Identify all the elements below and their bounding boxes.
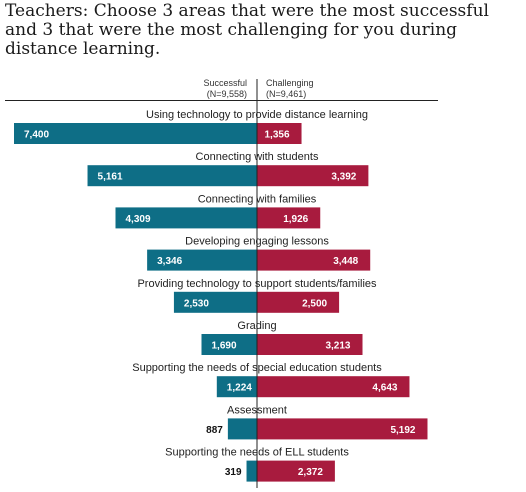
bar-successful xyxy=(14,123,257,144)
legend-successful: Successful xyxy=(203,78,247,88)
value-label-successful: 5,161 xyxy=(98,172,123,183)
legend-challenging: Challenging xyxy=(266,78,314,88)
bar-successful xyxy=(87,165,257,187)
value-label-successful: 3,346 xyxy=(157,256,182,267)
value-label-challenging: 5,192 xyxy=(390,425,415,436)
legend-challenging-n: (N=9,461) xyxy=(266,89,306,99)
bar-successful xyxy=(147,249,257,271)
value-label-successful: 887 xyxy=(206,425,223,436)
bar-challenging xyxy=(257,207,321,229)
value-label-challenging: 3,448 xyxy=(333,256,358,267)
value-label-challenging: 2,372 xyxy=(298,467,323,478)
bar-successful xyxy=(227,418,257,440)
bar-challenging xyxy=(257,165,369,187)
bar-challenging xyxy=(257,249,371,271)
bar-challenging xyxy=(257,291,340,313)
value-label-successful: 319 xyxy=(225,467,242,478)
value-label-successful: 1,690 xyxy=(212,341,237,352)
bar-challenging xyxy=(257,123,302,144)
bar-successful xyxy=(173,291,257,313)
chart-title: Teachers: Choose 3 areas that were the m… xyxy=(5,1,489,59)
value-label-successful: 2,530 xyxy=(184,298,209,309)
value-label-challenging: 2,500 xyxy=(302,298,327,309)
bar-successful xyxy=(246,460,257,482)
bar-successful xyxy=(216,376,257,398)
bar-challenging xyxy=(257,376,410,398)
value-label-successful: 1,224 xyxy=(227,383,252,394)
value-label-successful: 7,400 xyxy=(24,130,49,141)
value-label-challenging: 3,392 xyxy=(331,172,356,183)
value-label-challenging: 4,643 xyxy=(372,383,397,394)
bar-challenging xyxy=(257,460,335,482)
value-label-challenging: 1,356 xyxy=(264,130,289,141)
bar-challenging xyxy=(257,418,428,440)
value-label-successful: 4,309 xyxy=(126,214,151,225)
bar-successful xyxy=(201,334,257,355)
bar-challenging xyxy=(257,334,363,355)
bar-successful xyxy=(115,207,257,229)
legend-successful-n: (N=9,558) xyxy=(207,89,247,99)
value-label-challenging: 1,926 xyxy=(283,214,308,225)
value-label-challenging: 3,213 xyxy=(325,341,350,352)
